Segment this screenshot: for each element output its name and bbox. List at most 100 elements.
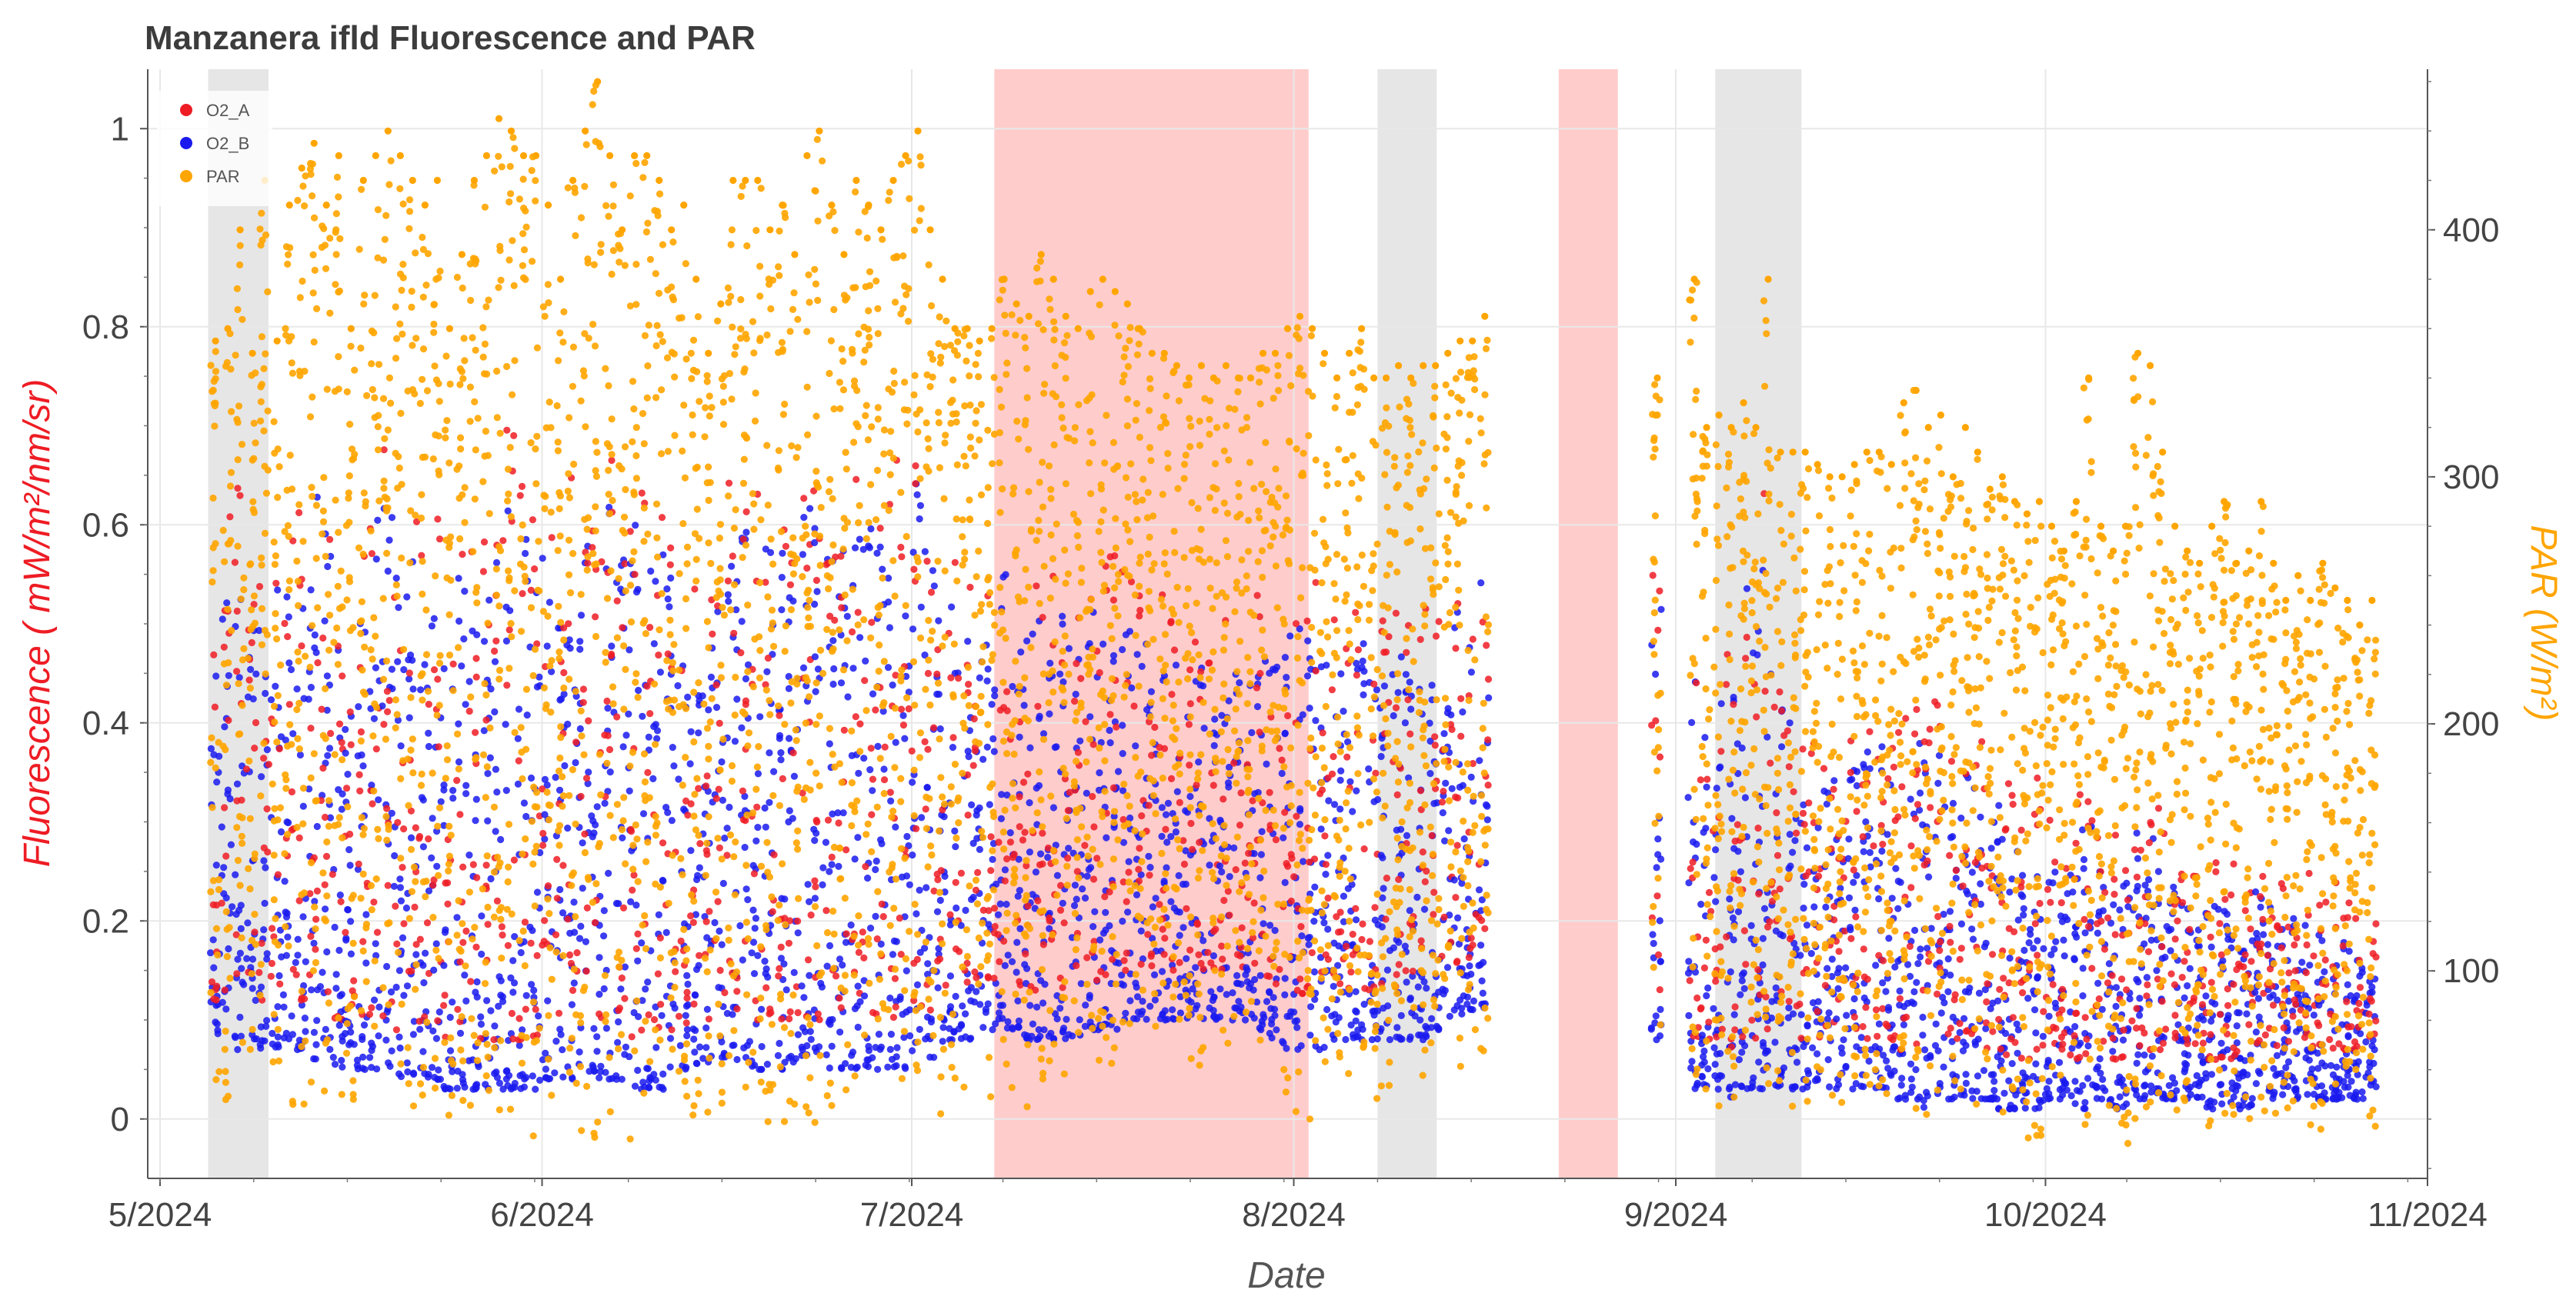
point-o2a [592, 613, 599, 621]
point-o2a [2181, 958, 2188, 965]
point-o2b [705, 706, 712, 714]
point-o2b [240, 981, 248, 988]
point-o2a [1379, 617, 1386, 625]
point-o2b [1962, 1079, 1970, 1087]
point-o2b [622, 731, 630, 739]
point-o2b [978, 939, 986, 947]
point-o2b [249, 1031, 256, 1038]
point-o2b [1310, 918, 1318, 925]
point-o2b [756, 1065, 763, 1073]
point-o2b [2134, 855, 2142, 862]
point-o2b [1786, 831, 1794, 838]
point-o2b [487, 875, 495, 883]
point-o2b [2084, 1075, 2092, 1082]
point-o2b [1403, 831, 1411, 839]
point-o2a [683, 994, 691, 1002]
point-o2a [1039, 941, 1047, 948]
point-o2b [811, 1044, 819, 1052]
point-o2b [233, 780, 242, 788]
point-o2b [785, 672, 792, 681]
point-o2a [1186, 700, 1194, 708]
point-o2b [1960, 1038, 1967, 1046]
point-o2b [719, 796, 727, 804]
point-o2b [632, 522, 639, 529]
point-o2b [1981, 1095, 1989, 1103]
point-o2b [2067, 1091, 2075, 1100]
point-o2a [342, 928, 349, 936]
point-o2a [2046, 816, 2054, 824]
point-o2b [968, 801, 976, 808]
point-o2b [1937, 1009, 1945, 1017]
point-o2b [2110, 901, 2117, 908]
point-o2b [1026, 799, 1033, 807]
point-o2a [2123, 986, 2131, 994]
point-o2b [1743, 585, 1751, 592]
point-o2b [926, 1053, 934, 1061]
point-o2b [1684, 794, 1692, 801]
point-o2a [1382, 915, 1390, 923]
point-o2b [473, 993, 481, 1001]
point-o2b [1882, 1084, 1890, 1092]
point-o2b [1149, 903, 1156, 911]
point-o2b [496, 1079, 504, 1087]
point-o2a [1946, 922, 1954, 930]
point-o2b [546, 598, 554, 606]
point-o2b [577, 1024, 585, 1031]
point-o2b [1337, 767, 1345, 775]
point-o2b [342, 1030, 349, 1038]
point-o2a [690, 1000, 698, 1008]
point-o2a [1044, 844, 1052, 852]
point-o2b [1987, 1071, 1995, 1078]
point-o2b [602, 1068, 609, 1076]
point-o2b [1207, 988, 1215, 995]
point-o2a [632, 945, 640, 952]
point-o2a [469, 861, 477, 868]
point-o2b [635, 1013, 642, 1021]
point-o2b [1862, 818, 1870, 826]
point-o2a [1830, 785, 1837, 793]
point-o2a [777, 943, 785, 951]
point-o2b [849, 665, 857, 672]
point-o2b [1845, 835, 1853, 843]
point-o2a [1349, 931, 1356, 938]
point-o2b [600, 907, 608, 915]
point-o2b [1728, 815, 1736, 822]
point-o2a [1074, 748, 1082, 756]
point-o2a [899, 721, 907, 729]
point-o2b [492, 558, 501, 567]
point-o2a [2017, 826, 2025, 834]
point-o2a [329, 871, 336, 878]
point-o2b [506, 607, 514, 615]
point-o2b [1304, 934, 1312, 942]
point-o2b [556, 1025, 564, 1033]
point-o2b [455, 617, 463, 625]
point-o2b [712, 704, 721, 711]
point-o2a [2241, 907, 2249, 915]
point-o2b [1280, 834, 1287, 841]
point-o2a [357, 728, 365, 736]
point-o2b [1170, 1015, 1178, 1023]
point-o2a [922, 805, 929, 813]
point-o2b [1860, 764, 1868, 771]
point-o2b [1834, 985, 1842, 992]
point-o2b [1466, 962, 1473, 970]
point-o2b [1957, 815, 1965, 822]
point-o2b [1780, 1064, 1788, 1071]
point-o2b [976, 674, 983, 681]
point-o2b [1448, 785, 1456, 792]
point-o2b [577, 922, 585, 930]
point-o2a [2128, 1017, 2136, 1025]
point-o2b [2134, 882, 2141, 890]
point-o2b [1373, 1035, 1381, 1043]
point-o2a [355, 860, 362, 868]
point-o2a [987, 867, 995, 875]
point-o2a [852, 713, 859, 721]
point-o2a [1096, 668, 1103, 677]
point-o2b [2049, 879, 2057, 887]
point-o2b [1804, 1021, 1811, 1029]
point-o2b [572, 758, 579, 767]
point-o2b [1122, 1009, 1130, 1017]
point-o2a [1653, 892, 1661, 900]
point-o2b [2012, 1091, 2020, 1099]
point-o2b [913, 491, 921, 498]
